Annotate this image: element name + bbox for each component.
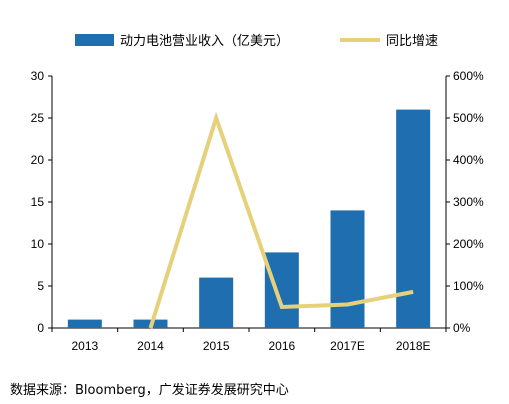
axes bbox=[48, 75, 450, 332]
right-tick-label: 100% bbox=[453, 279, 484, 293]
right-tick-label: 500% bbox=[453, 111, 484, 125]
right-tick-label: 0% bbox=[453, 321, 471, 335]
right-tick-label: 200% bbox=[453, 237, 484, 251]
growth-line-group bbox=[148, 111, 414, 329]
legend-bar-label: 动力电池营业收入（亿美元） bbox=[120, 34, 289, 49]
left-tick-label: 20 bbox=[31, 153, 45, 167]
left-tick-label: 10 bbox=[31, 237, 45, 251]
bar-2013 bbox=[67, 319, 102, 328]
legend: 动力电池营业收入（亿美元） 同比增速 bbox=[75, 34, 438, 49]
bar-2016 bbox=[264, 252, 299, 328]
tick-labels: 0510152025300%100%200%300%400%500%600%20… bbox=[31, 69, 484, 353]
chart-svg: 动力电池营业收入（亿美元） 同比增速 0510152025300%100%200%… bbox=[31, 34, 484, 353]
source-note: 数据来源：Bloomberg，广发证券发展研究中心 bbox=[10, 383, 289, 398]
legend-bar-swatch bbox=[75, 34, 114, 46]
right-tick-label: 600% bbox=[453, 69, 484, 83]
legend-line-label: 同比增速 bbox=[386, 34, 438, 49]
left-tick-label: 30 bbox=[31, 69, 45, 83]
x-tick-label: 2016 bbox=[268, 339, 295, 353]
x-tick-label: 2018E bbox=[396, 339, 431, 353]
x-tick-label: 2013 bbox=[71, 339, 98, 353]
x-tick-label: 2014 bbox=[137, 339, 164, 353]
right-tick-label: 400% bbox=[453, 153, 484, 167]
bar-2017E bbox=[330, 210, 365, 328]
left-tick-label: 25 bbox=[31, 111, 45, 125]
left-tick-label: 15 bbox=[31, 195, 45, 209]
bar-2015 bbox=[199, 277, 234, 328]
growth-line bbox=[148, 111, 414, 329]
x-tick-label: 2017E bbox=[330, 339, 365, 353]
bars bbox=[67, 109, 431, 328]
bar-2018E bbox=[396, 109, 431, 328]
left-tick-label: 0 bbox=[37, 321, 44, 335]
left-tick-label: 5 bbox=[37, 279, 44, 293]
x-tick-label: 2015 bbox=[203, 339, 230, 353]
right-tick-label: 300% bbox=[453, 195, 484, 209]
